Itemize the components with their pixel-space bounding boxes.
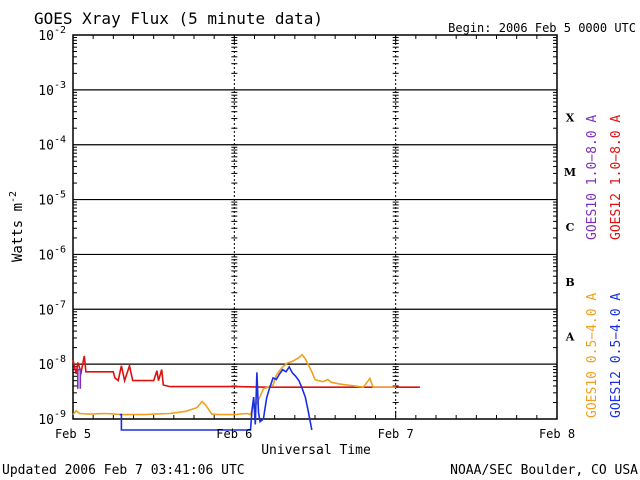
- y-tick-label: 10-8: [38, 354, 66, 373]
- y-tick-label: 10-6: [38, 244, 66, 263]
- y-tick-exponent: -4: [54, 135, 66, 146]
- footer-credit: NOAA/SEC Boulder, CO USA: [450, 463, 638, 478]
- y-tick-exponent: -6: [54, 244, 66, 255]
- flare-class-labels: X M C B A: [564, 111, 576, 343]
- chart-title: GOES Xray Flux (5 minute data): [34, 9, 323, 28]
- legend-entry: GOES12 1.0−8.0 A: [609, 115, 624, 240]
- y-tick-exponent: -9: [54, 409, 66, 420]
- y-tick-exponent: -7: [54, 299, 66, 310]
- y-axis-label: Watts m-2: [8, 191, 26, 262]
- y-tick-exponent: -5: [54, 190, 66, 201]
- y-tick-base: 10: [38, 358, 54, 373]
- flare-class-label: C: [566, 221, 575, 234]
- y-tick-base: 10: [38, 29, 54, 44]
- x-tick-label: Feb 5: [55, 427, 91, 441]
- legend: GOES10 1.0−8.0 A GOES12 1.0−8.0 A GOES10 0…: [585, 115, 624, 418]
- y-tick-base: 10: [38, 413, 54, 428]
- y-tick-label: 10-5: [38, 190, 66, 209]
- y-tick-label: 10-3: [38, 80, 66, 99]
- y-tick-exponent: -2: [54, 25, 66, 36]
- y-tick-base: 10: [38, 84, 54, 99]
- x-axis-label: Universal Time: [261, 443, 371, 458]
- grid-lines: [72, 35, 558, 420]
- flare-class-label: A: [565, 331, 575, 344]
- x-tick-label: Feb 8: [539, 427, 575, 441]
- y-tick-base: 10: [38, 139, 54, 154]
- y-tick-exponent: -3: [54, 80, 66, 91]
- series-line-2: [119, 365, 313, 431]
- y-tick-label: 10-9: [38, 409, 66, 428]
- data-series: [72, 353, 420, 431]
- series-line-1: [72, 353, 396, 416]
- y-tick-base: 10: [38, 248, 54, 263]
- legend-entry: GOES10 0.5−4.0 A: [585, 293, 600, 418]
- y-tick-labels: 10-910-810-710-610-510-410-310-2: [38, 25, 66, 428]
- flare-class-label: M: [564, 166, 576, 179]
- x-tick-label: Feb 7: [378, 427, 414, 441]
- y-tick-label: 10-7: [38, 299, 66, 318]
- series-line-0: [72, 355, 420, 388]
- flare-class-label: B: [565, 276, 574, 289]
- footer-updated: Updated 2006 Feb 7 03:41:06 UTC: [2, 463, 245, 478]
- y-tick-exponent: -8: [54, 354, 66, 365]
- y-tick-label: 10-4: [38, 135, 66, 154]
- y-tick-base: 10: [38, 303, 54, 318]
- flare-class-label: X: [566, 111, 575, 124]
- legend-entry: GOES12 0.5−4.0 A: [609, 293, 624, 418]
- series-line-3: [77, 368, 82, 389]
- y-axis-label-main: Watts m: [10, 203, 26, 262]
- x-tick-labels: Feb 5 Feb 6 Feb 7 Feb 8: [55, 427, 575, 441]
- legend-entry: GOES10 1.0−8.0 A: [585, 115, 600, 240]
- begin-label: Begin: 2006 Feb 5 0000 UTC: [448, 21, 636, 35]
- y-axis-label-exponent: -2: [8, 191, 19, 203]
- y-tick-label: 10-2: [38, 25, 66, 44]
- x-tick-label: Feb 6: [216, 427, 252, 441]
- y-tick-base: 10: [38, 194, 54, 209]
